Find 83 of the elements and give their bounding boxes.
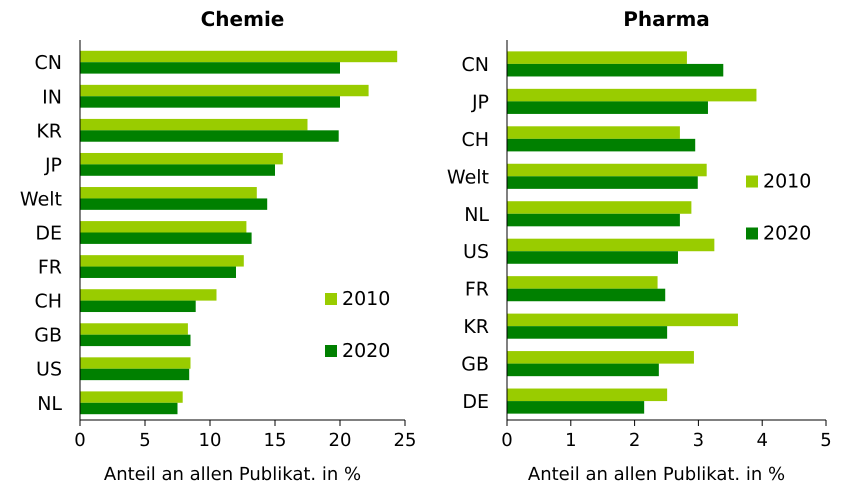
x-tick-label: 0 xyxy=(74,430,86,451)
bar xyxy=(80,334,190,346)
bar xyxy=(507,64,724,76)
bar xyxy=(507,288,666,302)
bar xyxy=(80,198,268,210)
bar xyxy=(507,401,644,414)
legend-label: 2020 xyxy=(763,222,812,244)
bar xyxy=(80,402,178,414)
bar xyxy=(507,214,680,226)
y-tick-label: NL xyxy=(464,204,490,226)
x-tick-label: 15 xyxy=(264,430,286,451)
bar xyxy=(80,357,190,369)
x-axis-title: Anteil an allen Publikat. in % xyxy=(104,464,362,485)
y-tick-label: JP xyxy=(470,91,489,114)
bar xyxy=(80,118,308,130)
y-tick-label: DE xyxy=(35,222,62,244)
bar xyxy=(80,255,244,267)
y-tick-label: CH xyxy=(461,128,489,151)
bar xyxy=(507,251,678,264)
legend-label: 2010 xyxy=(342,288,390,310)
legend-label: 2020 xyxy=(342,340,390,362)
chart-title: Pharma xyxy=(623,7,710,31)
bar xyxy=(507,101,708,114)
bar xyxy=(80,323,188,335)
bar xyxy=(507,164,707,176)
bar xyxy=(507,126,680,139)
bar xyxy=(80,221,246,232)
bar xyxy=(507,388,668,402)
bar xyxy=(80,84,369,96)
legend-label: 2010 xyxy=(763,170,812,192)
x-tick-label: 5 xyxy=(820,430,832,451)
y-tick-label: NL xyxy=(37,392,62,415)
bar xyxy=(80,152,283,164)
chart-title: Chemie xyxy=(200,7,284,31)
bar xyxy=(80,164,275,176)
y-tick-label: CH xyxy=(34,290,62,313)
bar xyxy=(507,88,756,102)
bar xyxy=(80,368,190,380)
bar xyxy=(507,276,658,289)
bar xyxy=(507,364,659,376)
x-tick-label: 2 xyxy=(628,430,640,451)
bar xyxy=(507,176,698,189)
x-tick-label: 1 xyxy=(565,430,577,451)
bar xyxy=(80,232,252,244)
x-tick-label: 5 xyxy=(139,430,151,451)
y-tick-label: FR xyxy=(464,278,489,301)
y-tick-label: US xyxy=(463,241,489,264)
y-tick-label: JP xyxy=(44,154,62,176)
y-tick-label: CN xyxy=(462,54,489,76)
bar xyxy=(507,201,692,214)
y-tick-label: IN xyxy=(42,86,62,108)
y-tick-label: DE xyxy=(462,391,489,414)
bar xyxy=(80,187,257,198)
bar xyxy=(507,138,696,152)
bar xyxy=(507,326,668,339)
bar xyxy=(80,391,183,403)
bar xyxy=(507,238,714,252)
y-tick-label: GB xyxy=(461,354,489,376)
bar xyxy=(507,351,694,364)
x-tick-label: 0 xyxy=(501,430,513,451)
x-axis-title: Anteil an allen Publikat. in % xyxy=(528,464,786,485)
y-tick-label: KR xyxy=(463,316,489,338)
bar xyxy=(80,289,216,301)
bar xyxy=(80,130,339,142)
bar xyxy=(80,96,340,108)
y-tick-label: Welt xyxy=(20,188,62,210)
y-tick-label: FR xyxy=(38,256,62,279)
x-tick-label: 20 xyxy=(328,430,352,451)
y-tick-label: US xyxy=(36,358,62,381)
x-tick-label: 4 xyxy=(756,430,768,451)
bar xyxy=(80,50,398,62)
x-tick-label: 25 xyxy=(394,430,416,451)
y-tick-label: GB xyxy=(34,324,62,347)
y-tick-label: Welt xyxy=(446,166,489,188)
y-tick-label: CN xyxy=(34,52,62,74)
bar xyxy=(507,51,687,64)
bar xyxy=(80,300,196,312)
x-tick-label: 10 xyxy=(198,430,222,451)
bar xyxy=(80,266,236,278)
y-tick-label: KR xyxy=(36,120,62,142)
bar xyxy=(80,62,340,74)
x-tick-label: 3 xyxy=(692,430,704,451)
bar xyxy=(507,314,738,326)
